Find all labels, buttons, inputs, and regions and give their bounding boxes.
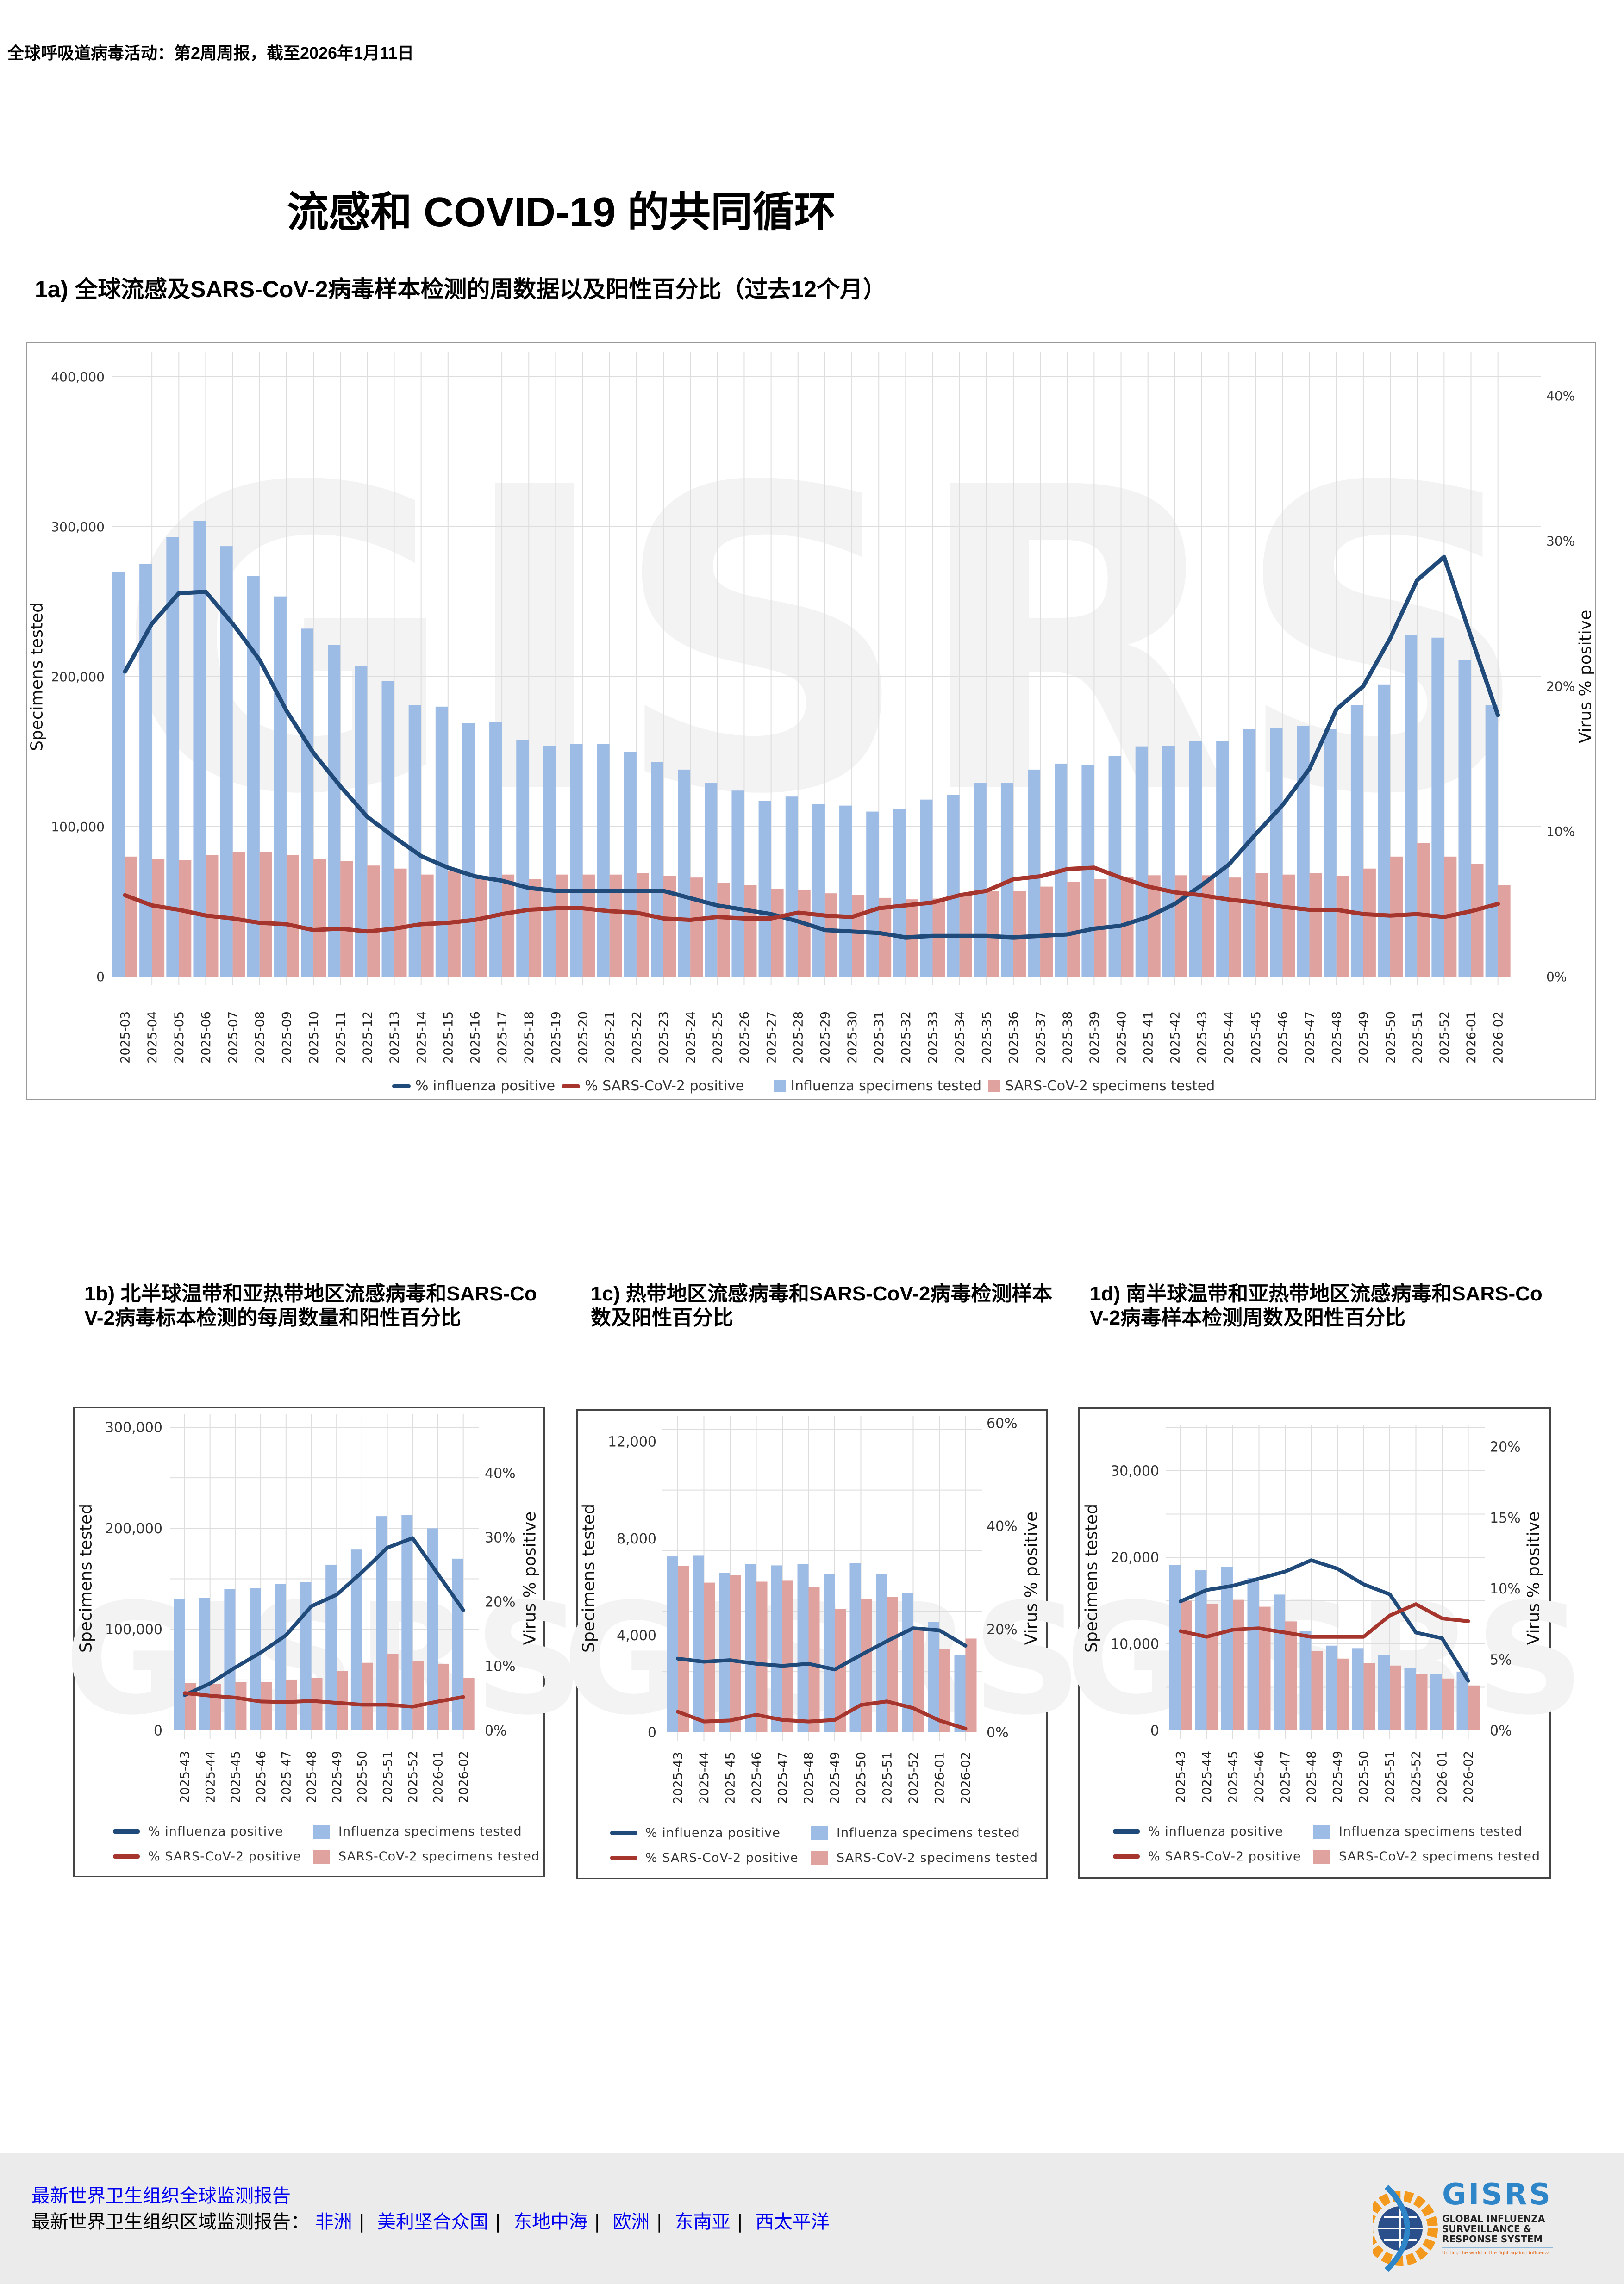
chart-1c-legend-sars-tested[interactable]: SARS-CoV-2 specimens tested [811,1851,1038,1865]
regional-reports: 最新世界卫生组织区域监测报告： 非洲 | 美利坚合众国 | 东地中海 | 欧洲 | 东南… [31,2207,830,2234]
legend-label: % influenza positive [1148,1824,1283,1839]
regional-label: 最新世界卫生组织区域监测报告： [31,2211,309,2233]
chart-1d-y-axis-title: Specimens tested [1082,1503,1101,1653]
chart-1b-y-axis-title: Specimens tested [76,1503,96,1653]
legend-label: Influenza specimens tested [338,1824,522,1839]
line-swatch-icon [113,1829,140,1834]
chart-1d-title: 1d) 南半球温带和亚热带地区流感病毒和SARS-CoV-2病毒样本检测周数及阳… [1090,1282,1543,1329]
chart-1a-title: 1a) 全球流感及SARS-CoV-2病毒样本检测的周数据以及阳性百分比（过去1… [35,276,887,302]
legend-label: % SARS-CoV-2 positive [148,1849,301,1864]
chart-1b-frame [73,1407,545,1877]
region-link-south-east-asia[interactable]: 东南亚 [675,2211,731,2233]
logo-name: GISRS [1442,2178,1552,2212]
region-link-africa[interactable]: 非洲 [315,2211,352,2233]
logo-divider [1442,2247,1553,2248]
legend-sars-pct[interactable]: % SARS-CoV-2 positive [562,1078,744,1094]
bar-swatch-icon [1313,1824,1330,1839]
chart-1a-y-axis-title: Specimens tested [27,602,47,752]
bar-swatch-icon [811,1826,828,1840]
legend-label: Influenza specimens tested [1339,1824,1523,1839]
legend-label: SARS-CoV-2 specimens tested [837,1851,1038,1865]
bar-swatch-icon [1313,1849,1330,1864]
chart-1b-y-right-axis-title: Virus % positive [520,1511,540,1645]
line-swatch-icon [610,1831,637,1835]
bar-swatch-icon [313,1824,330,1839]
chart-1a-frame [26,342,1596,1100]
legend-label: % SARS-CoV-2 positive [585,1078,744,1094]
logo-text: GLOBAL INFLUENZA SURVEILLANCE & RESPONSE… [1442,2214,1545,2244]
chart-1a-y-right-axis-title: Virus % positive [1576,610,1595,744]
legend-label: % SARS-CoV-2 positive [645,1851,799,1865]
footer [0,2153,1624,2284]
chart-1d-legend-sars-tested[interactable]: SARS-CoV-2 specimens tested [1313,1849,1540,1864]
chart-1c-legend-flu-tested[interactable]: Influenza specimens tested [811,1826,1020,1840]
legend-label: Influenza specimens tested [791,1078,982,1094]
chart-1c-legend-sars-pct[interactable]: % SARS-CoV-2 positive [610,1851,799,1865]
chart-1b-legend-sars-tested[interactable]: SARS-CoV-2 specimens tested [313,1849,540,1864]
global-report-link[interactable]: 最新世界卫生组织全球监测报告 [31,2185,291,2207]
separator: | [358,2211,365,2233]
line-swatch-icon [610,1856,637,1860]
legend-label: SARS-CoV-2 specimens tested [1339,1849,1540,1864]
chart-1c-title: 1c) 热带地区流感病毒和SARS-CoV-2病毒检测样本数及阳性百分比 [591,1282,1053,1329]
bar-swatch-icon [988,1080,1001,1092]
legend-label: % influenza positive [645,1826,781,1840]
separator: | [656,2211,662,2233]
legend-label: % influenza positive [148,1824,283,1839]
chart-1a-legend: % influenza positive % SARS-CoV-2 positi… [392,1078,1221,1094]
logo-line: RESPONSE SYSTEM [1442,2234,1543,2245]
chart-1d-y-right-axis-title: Virus % positive [1524,1511,1543,1645]
separator: | [594,2211,600,2233]
gisrs-logo: GISRS GLOBAL INFLUENZA SURVEILLANCE & RE… [1363,2178,1576,2275]
legend-flu-pct[interactable]: % influenza positive [392,1078,555,1094]
region-link-americas[interactable]: 美利坚合众国 [377,2211,488,2233]
separator: | [494,2211,501,2233]
legend-label: Influenza specimens tested [837,1826,1020,1840]
line-swatch-icon [392,1084,411,1088]
legend-flu-tested[interactable]: Influenza specimens tested [774,1078,981,1094]
legend-label: SARS-CoV-2 specimens tested [338,1849,540,1864]
chart-1c-y-axis-title: Specimens tested [579,1503,599,1653]
chart-1b-title: 1b) 北半球温带和亚热带地区流感病毒和SARS-CoV-2病毒标本检测的每周数… [84,1282,537,1329]
chart-1c-y-right-axis-title: Virus % positive [1022,1511,1041,1645]
report-header: 全球呼吸道病毒活动：第2周周报，截至2026年1月11日 [7,44,414,62]
line-swatch-icon [113,1854,140,1859]
chart-1b-legend-flu-pct[interactable]: % influenza positive [113,1824,283,1839]
logo-line: GLOBAL INFLUENZA [1442,2213,1545,2224]
line-swatch-icon [562,1084,581,1088]
separator: | [737,2211,743,2233]
chart-1d-legend-sars-pct[interactable]: % SARS-CoV-2 positive [1113,1849,1301,1864]
chart-1b-legend-sars-pct[interactable]: % SARS-CoV-2 positive [113,1849,301,1864]
region-link-western-pacific[interactable]: 西太平洋 [755,2211,830,2233]
legend-label: % SARS-CoV-2 positive [1148,1849,1301,1864]
page-title: 流感和 COVID-19 的共同循环 [287,189,836,236]
legend-label: SARS-CoV-2 specimens tested [1005,1078,1215,1094]
region-link-eastern-mediterranean[interactable]: 东地中海 [513,2211,588,2233]
line-swatch-icon [1113,1829,1140,1834]
chart-1d-legend-flu-tested[interactable]: Influenza specimens tested [1313,1824,1523,1839]
chart-1c-legend-flu-pct[interactable]: % influenza positive [610,1826,781,1840]
chart-1d-frame [1078,1407,1551,1879]
logo-line: SURVEILLANCE & [1442,2223,1532,2234]
legend-sars-tested[interactable]: SARS-CoV-2 specimens tested [988,1078,1215,1094]
bar-swatch-icon [774,1080,787,1092]
chart-1c-frame [576,1409,1048,1879]
logo-tagline: Uniting the world in the fight against i… [1442,2251,1550,2256]
chart-1b-legend-flu-tested[interactable]: Influenza specimens tested [313,1824,522,1839]
bar-swatch-icon [811,1851,828,1865]
line-swatch-icon [1113,1854,1140,1859]
legend-label: % influenza positive [415,1078,556,1094]
bar-swatch-icon [313,1849,330,1864]
region-link-europe[interactable]: 欧洲 [612,2211,650,2233]
chart-1d-legend-flu-pct[interactable]: % influenza positive [1113,1824,1283,1839]
